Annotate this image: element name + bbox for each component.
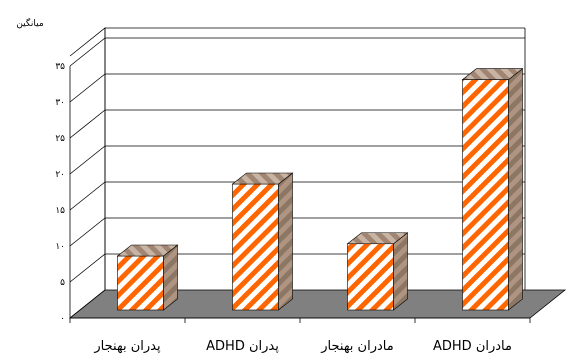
x-category-label: پدران ADHD [206, 339, 279, 354]
bar-top [231, 172, 294, 185]
gridline-side [69, 145, 106, 175]
bar-top [116, 244, 179, 257]
bar-front [347, 243, 394, 311]
y-tick-label: ۱۵ [55, 206, 65, 216]
x-category-label: مادران ADHD [433, 339, 512, 354]
bar-side [393, 232, 408, 311]
bar [346, 232, 409, 311]
bar-front [232, 183, 279, 311]
bar [461, 67, 524, 311]
y-tick-label: ۳۵ [55, 62, 65, 72]
side-wall [69, 27, 106, 319]
gridline-side [69, 181, 106, 211]
x-category-label: مادران بهنجار [320, 339, 393, 354]
gridline-side [69, 253, 106, 283]
bar-side [278, 172, 293, 311]
bar-top [461, 68, 524, 80]
y-tick-label: ۱۰ [55, 242, 65, 252]
gridline-side [69, 37, 106, 67]
y-tick-label: ۰ [60, 314, 65, 324]
x-category-label: پدران بهنجار [93, 339, 161, 354]
y-tick-label: ۵ [60, 278, 65, 288]
y-tick-label: ۲۵ [55, 134, 65, 144]
y-tick-label: ۲۰ [55, 170, 65, 180]
bar-front [462, 79, 509, 311]
bar-front [117, 255, 164, 311]
bar-top [346, 232, 409, 245]
gridline-side [69, 73, 106, 103]
bars [116, 67, 524, 311]
gridline-side [69, 109, 106, 139]
bar-side [163, 244, 178, 311]
gridlines [69, 37, 525, 319]
y-axis: ۰ ۵ ۱۰ ۱۵ ۲۰ ۲۵ ۳۰ ۳۵ [55, 62, 71, 324]
bar [116, 244, 179, 311]
chart-walls [69, 27, 526, 319]
y-axis-label: میانگین [16, 17, 44, 29]
bar-side [508, 67, 523, 311]
x-axis: پدران بهنجار پدران ADHD مادران بهنجار مادرا… [69, 317, 531, 354]
bar [231, 172, 294, 311]
gridline-side [69, 289, 106, 319]
y-tick-label: ۳۰ [55, 98, 65, 108]
gridline-side [69, 217, 106, 247]
